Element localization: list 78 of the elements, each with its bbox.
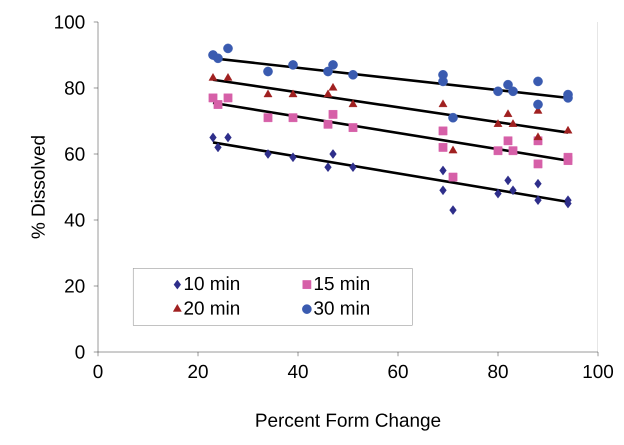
point [328,110,338,119]
point [348,70,358,80]
point [264,90,272,98]
point [349,162,357,172]
y-tick-label: 80 [65,81,84,95]
point [224,132,232,142]
y-tick-label: 60 [65,147,84,161]
point [508,86,518,96]
point [438,143,448,152]
point [264,149,272,159]
point [213,54,223,64]
point [504,109,512,117]
y-tick-label: 100 [55,15,84,29]
point [564,156,572,165]
point [214,100,222,109]
point [448,112,458,122]
point [324,120,332,129]
x-tick-label: 60 [388,364,408,378]
point [534,195,542,205]
point [493,86,503,96]
legend-label: 15 min [314,276,370,290]
point [504,136,512,146]
point [438,100,448,108]
point [504,176,512,186]
point [449,205,457,215]
x-tick-label: 80 [488,364,508,378]
point [289,152,297,162]
point [508,119,518,127]
x-tick-label: 100 [584,364,614,378]
point [264,113,272,122]
x-tick-label: 0 [93,364,103,378]
point [503,80,513,90]
point [348,100,358,108]
point [224,73,232,81]
point [494,119,502,127]
point [328,60,338,70]
legend-label: 20 min [184,300,240,315]
point [323,66,333,76]
y-tick-label: 40 [64,213,84,227]
point [534,160,542,168]
point [348,123,358,132]
x-tick-label: 40 [288,364,308,378]
point [208,94,218,102]
x-tick-label: 20 [188,364,208,378]
point [508,146,518,156]
point [224,94,232,102]
point [223,44,233,54]
point [494,188,502,198]
point [533,100,543,110]
point [439,186,447,196]
point [509,186,517,196]
point [438,76,448,86]
point [438,126,448,136]
point [328,83,338,91]
point [324,90,332,98]
point [534,132,542,140]
point [448,172,458,182]
point [439,166,447,176]
point [288,90,298,98]
point [448,146,458,154]
point [209,132,217,142]
point [208,73,218,81]
point [214,142,222,152]
point [324,162,332,172]
y-tick-label: 0 [75,345,84,359]
point [288,60,298,70]
point [263,66,273,76]
y-tick-label: 20 [65,279,84,293]
point [533,76,543,86]
point [288,113,298,122]
point [494,146,502,156]
legend-label: 30 min [314,300,370,315]
point [534,178,542,188]
y-axis-title: % Dissolved [30,136,45,238]
point [329,149,337,159]
point [564,126,572,134]
x-axis-title: Percent Form Change [256,412,440,431]
legend-label: 10 min [184,276,240,290]
